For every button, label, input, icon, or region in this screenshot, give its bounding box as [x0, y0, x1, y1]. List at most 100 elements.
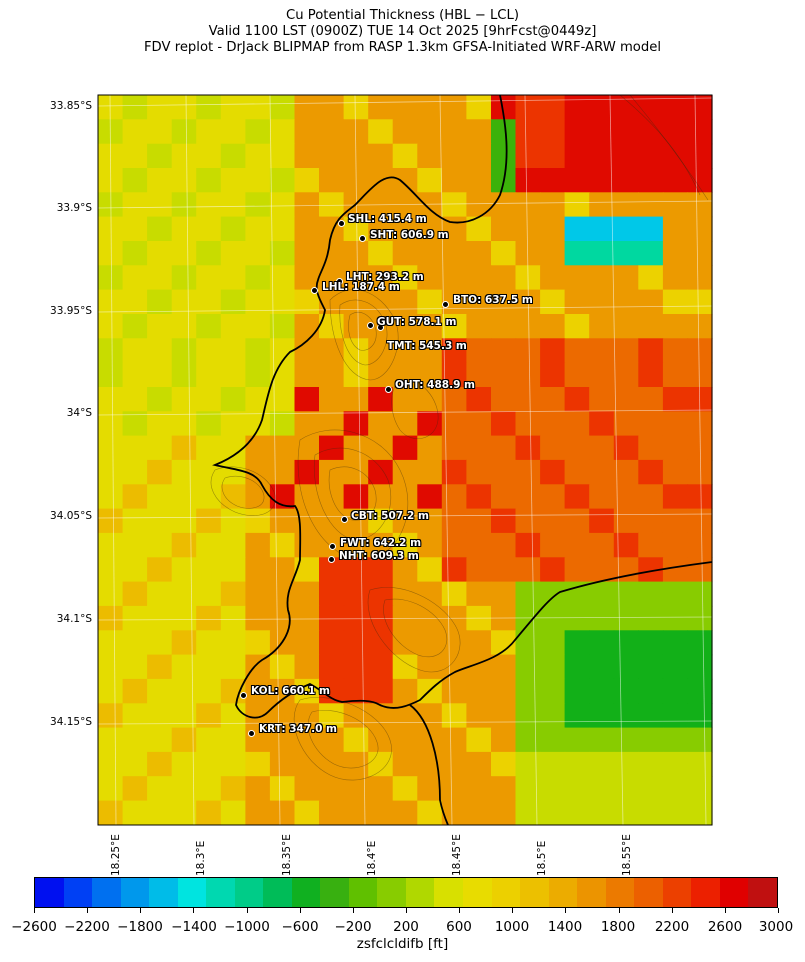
grid-cell: [269, 605, 296, 631]
grid-cell: [368, 289, 394, 315]
station-dot[interactable]: [311, 287, 318, 294]
grid-cell: [220, 362, 246, 388]
grid-cell: [269, 143, 296, 169]
grid-cell: [638, 265, 664, 291]
lon-label: 18.55°E: [621, 834, 633, 876]
station-dot[interactable]: [248, 730, 255, 737]
grid-cell: [638, 581, 664, 607]
grid-cell: [319, 168, 345, 193]
grid-cell: [662, 387, 689, 412]
grid-cell: [294, 605, 320, 631]
grid-cell: [687, 654, 713, 680]
grid-cell: [564, 727, 590, 753]
grid-cell: [220, 168, 246, 193]
station-dot[interactable]: [336, 278, 343, 285]
station-dot[interactable]: [367, 322, 374, 329]
station-dot[interactable]: [341, 516, 348, 523]
grid-cell: [564, 678, 590, 704]
grid-cell: [171, 387, 197, 412]
grid-cell: [613, 459, 639, 485]
station-dot[interactable]: [377, 324, 384, 331]
lon-label: 18.25°E: [110, 834, 122, 876]
grid-cell: [687, 168, 713, 193]
grid-cell: [245, 703, 271, 729]
grid-cell: [589, 727, 615, 753]
grid-cell: [564, 241, 590, 266]
grid-cell: [417, 289, 443, 315]
grid-cell: [319, 338, 345, 364]
grid-cell: [147, 605, 173, 631]
map-frame: [97, 94, 713, 826]
grid-cell: [613, 435, 639, 461]
colorbar-segment: [605, 878, 635, 907]
grid-cell: [122, 289, 148, 315]
grid-cell: [441, 241, 467, 266]
grid-cell: [564, 654, 590, 680]
colorbar-tick: [512, 908, 514, 913]
grid-cell: [147, 727, 173, 753]
station-dot[interactable]: [359, 235, 366, 242]
grid-cell: [122, 168, 148, 193]
grid-cell: [122, 95, 148, 120]
grid-cell: [196, 241, 222, 266]
grid-cell: [540, 654, 566, 680]
grid-cell: [196, 727, 222, 753]
colorbar-segment: [234, 878, 264, 907]
grid-cell: [417, 800, 443, 826]
colorbar-segment: [405, 878, 435, 907]
colorbar-tick-label: −2200: [64, 919, 110, 935]
station-dot[interactable]: [385, 386, 392, 393]
grid-cell: [368, 776, 394, 802]
grid-cell: [491, 387, 517, 412]
grid-cell: [245, 776, 271, 802]
colorbar-tick-label: 3000: [758, 919, 794, 935]
grid-cell: [196, 605, 222, 631]
station-dot[interactable]: [442, 301, 449, 308]
colorbar-segment: [348, 878, 378, 907]
colorbar-segment: [748, 878, 777, 907]
grid-cell: [441, 95, 467, 120]
grid-cell: [491, 119, 517, 145]
colorbar-tick-label: 1400: [547, 919, 583, 935]
grid-cell: [147, 508, 173, 534]
grid-cell: [294, 362, 320, 388]
grid-cell: [540, 727, 566, 753]
station-label: OHT: 488.9 m: [395, 379, 475, 391]
grid-cell: [441, 654, 467, 680]
grid-cell: [638, 703, 664, 729]
grid-cell: [491, 435, 517, 461]
colorbar-tick: [34, 908, 35, 913]
grid-cell: [245, 581, 271, 607]
grid-cell: [269, 289, 296, 315]
grid-cell: [368, 532, 394, 558]
station-dot[interactable]: [240, 692, 247, 699]
grid-cell: [392, 95, 418, 120]
grid-cell: [171, 168, 197, 193]
colorbar-tick: [671, 908, 673, 913]
grid-cell: [613, 751, 639, 777]
grid-cell: [269, 776, 296, 802]
station-label: LHT: 293.2 m: [346, 271, 424, 283]
grid-cell: [147, 800, 173, 826]
colorbar-segment: [691, 878, 720, 907]
station-dot[interactable]: [328, 556, 335, 563]
grid-cell: [343, 678, 369, 704]
grid-cell: [662, 265, 689, 291]
grid-cell: [515, 751, 541, 777]
colorbar-segment: [263, 878, 292, 907]
station-label: KRT: 347.0 m: [259, 723, 338, 735]
grid-cell: [122, 119, 148, 145]
station-dot[interactable]: [329, 543, 336, 550]
grid-cell: [220, 532, 246, 558]
grid-cell: [245, 143, 271, 169]
grid-cell: [687, 338, 713, 364]
grid-cell: [294, 678, 320, 704]
station-dot[interactable]: [338, 220, 345, 227]
lon-label: 18.45°E: [451, 834, 463, 876]
grid-cell: [269, 459, 296, 485]
grid-cell: [613, 362, 639, 388]
grid-cell: [491, 459, 517, 485]
grid-cell: [613, 289, 639, 315]
grid-cell: [368, 800, 394, 826]
grid-cell: [491, 800, 517, 826]
